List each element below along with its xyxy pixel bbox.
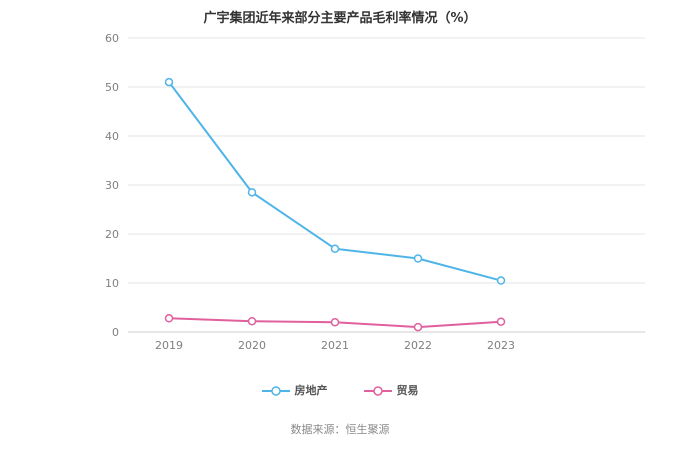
- y-tick-label: 10: [105, 277, 119, 290]
- legend-label: 贸易: [396, 384, 419, 397]
- legend-marker-icon: [363, 386, 392, 396]
- data-point-marker: [330, 317, 340, 327]
- data-point-marker: [413, 254, 423, 263]
- data-point-marker: [247, 316, 257, 326]
- chart-legend: 房地产 贸易: [0, 383, 680, 399]
- legend-item-1[interactable]: 贸易: [363, 384, 419, 397]
- x-tick-label: 2020: [238, 339, 266, 352]
- y-tick-label: 50: [105, 81, 119, 94]
- data-point-marker: [496, 317, 506, 326]
- data-point-marker: [247, 188, 257, 197]
- y-tick-label: 60: [105, 32, 119, 45]
- data-point-marker: [164, 77, 174, 87]
- x-tick-label: 2023: [487, 339, 515, 352]
- chart-title: 广宇集团近年来部分主要产品毛利率情况（%）: [203, 11, 477, 26]
- data-source-note: 数据来源：恒生聚源: [290, 423, 390, 436]
- x-tick-label: 2022: [404, 339, 432, 352]
- data-point-marker: [496, 276, 506, 285]
- y-tick-label: 0: [112, 326, 119, 339]
- legend-label: 房地产: [294, 384, 328, 397]
- data-point-marker: [330, 244, 340, 253]
- legend-marker-icon: [261, 386, 290, 396]
- line-chart-canvas: 0 10 20 30 40 50 60 2019 2020 2021 2022 2023: [105, 32, 645, 352]
- x-tick-label: 2019: [155, 339, 183, 352]
- data-point-marker: [164, 314, 174, 323]
- data-point-marker: [413, 322, 423, 332]
- y-tick-label: 20: [105, 228, 119, 241]
- y-tick-label: 30: [105, 179, 119, 192]
- y-tick-label: 40: [105, 130, 119, 143]
- x-tick-label: 2021: [321, 339, 349, 352]
- legend-item-0[interactable]: 房地产: [261, 384, 328, 397]
